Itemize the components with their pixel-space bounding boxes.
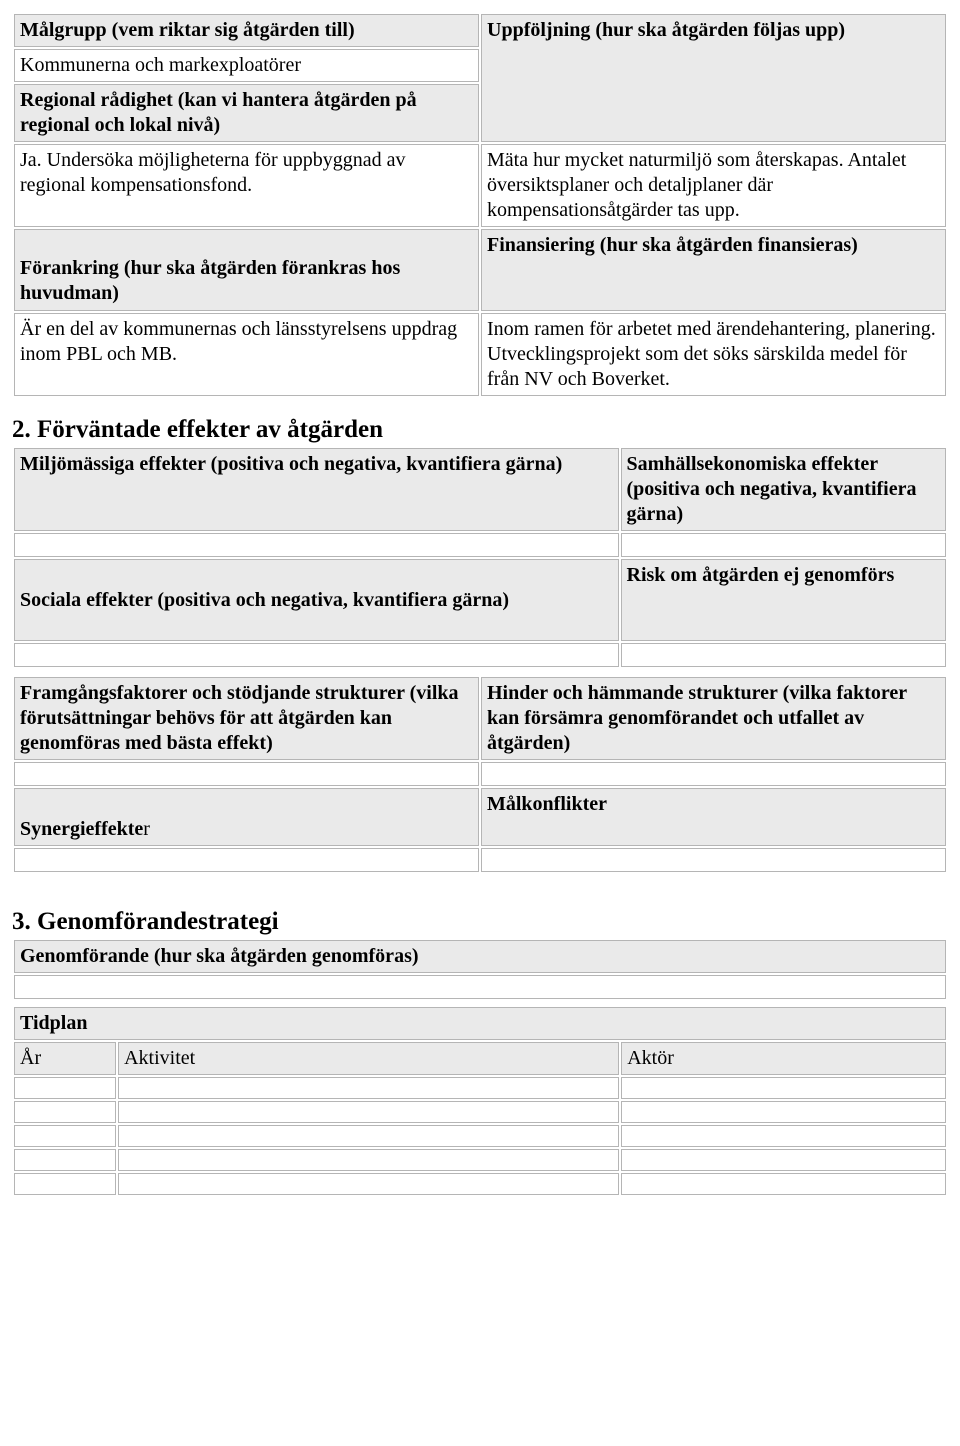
t3b-row4-c2 [118,1149,619,1171]
t3b-row1-c1 [14,1077,116,1099]
t2b-r4c2-blank [481,848,946,872]
t1-r4c2-val: Mäta hur mycket naturmiljö som återskapa… [481,144,946,227]
t3b-row2-c3 [621,1101,946,1123]
t3b-col3: Aktör [621,1042,946,1075]
t1-r5c1-hdr: Förankring (hur ska åtgärden förankras h… [14,229,479,311]
t3a-r2-blank [14,975,946,999]
t3b-row1-c2 [118,1077,619,1099]
section-2-title: 2. Förväntade effekter av åtgärden [12,416,948,444]
t2b-r3c1: Synergieffekter [14,788,479,846]
t1-r1c1-hdr: Målgrupp (vem riktar sig åtgärden till) [14,14,479,47]
table-section-3a: Genomförande (hur ska åtgärden genomföra… [12,938,948,1001]
t1-r3c1-hdr: Regional rådighet (kan vi hantera åtgärd… [14,84,479,142]
t2a-r2c1-blank [14,533,619,557]
t3b-row5-c1 [14,1173,116,1195]
t1-r2c1-val: Kommunerna och markexploatörer [14,49,479,82]
t1-r6c2-val: Inom ramen för arbetet med ärendehanteri… [481,313,946,396]
table-section-2a: Miljömässiga effekter (positiva och nega… [12,446,948,669]
t3b-row2-c1 [14,1101,116,1123]
t3b-col1: År [14,1042,116,1075]
t2a-r3c1: Sociala effekter (positiva och negativa,… [14,559,619,641]
t3b-row2-c2 [118,1101,619,1123]
t3b-row4-c1 [14,1149,116,1171]
t3b-title: Tidplan [14,1007,946,1040]
section-3-title: 3. Genomförandestrategi [12,908,948,936]
t2b-r3c2: Målkonflikter [481,788,946,846]
table-section-1: Målgrupp (vem riktar sig åtgärden till) … [12,12,948,398]
t3b-row5-c2 [118,1173,619,1195]
t2b-r3c1-text: Synergieffekte [20,818,143,840]
t3b-row3-c1 [14,1125,116,1147]
t1-r5c2-hdr: Finansiering (hur ska åtgärden finansier… [481,229,946,311]
t3b-row5-c3 [621,1173,946,1195]
table-section-2b: Framgångsfaktorer och stödjande struktur… [12,675,948,874]
t3b-row3-c2 [118,1125,619,1147]
t1-r4c1-val: Ja. Undersöka möjligheterna för uppbyggn… [14,144,479,227]
t3a-r1: Genomförande (hur ska åtgärden genomföra… [14,940,946,973]
t2a-r1c1: Miljömässiga effekter (positiva och nega… [14,448,619,531]
t1-r1c2-hdr: Uppföljning (hur ska åtgärden följas upp… [481,14,946,142]
table-section-3b: Tidplan År Aktivitet Aktör [12,1005,948,1197]
t2a-r4c1-blank [14,643,619,667]
t2a-r3c2: Risk om åtgärden ej genomförs [621,559,947,641]
t2a-r2c2-blank [621,533,947,557]
t2b-r1c2: Hinder och hämmande strukturer (vilka fa… [481,677,946,760]
t3b-row1-c3 [621,1077,946,1099]
t2b-r2c1-blank [14,762,479,786]
t3b-row3-c3 [621,1125,946,1147]
t2b-r2c2-blank [481,762,946,786]
t2a-r4c2-blank [621,643,947,667]
t2b-r4c1-blank [14,848,479,872]
t1-r6c1-val: Är en del av kommunernas och länsstyrels… [14,313,479,396]
t3b-row4-c3 [621,1149,946,1171]
t3b-col2: Aktivitet [118,1042,619,1075]
t2a-r1c2: Samhällsekonomiska effekter (positiva oc… [621,448,947,531]
t2b-r1c1: Framgångsfaktorer och stödjande struktur… [14,677,479,760]
